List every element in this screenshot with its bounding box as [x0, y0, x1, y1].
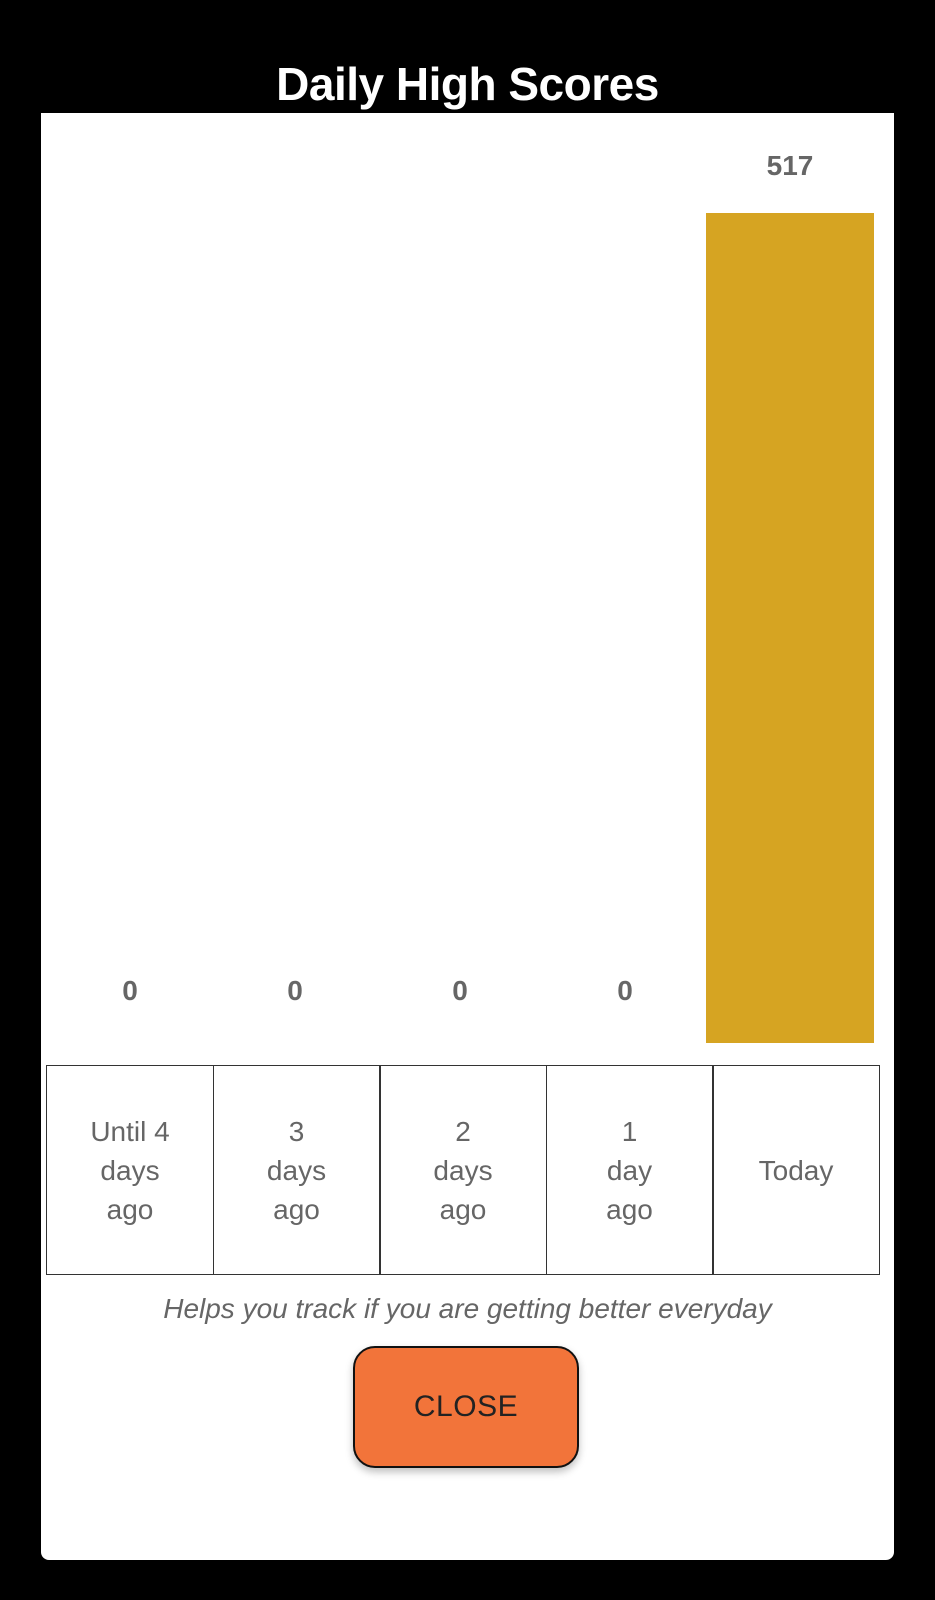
day-label-text: Until 4 days ago — [90, 1115, 170, 1225]
day-label-text: Today — [758, 1154, 834, 1186]
modal-header: Daily High Scores — [41, 44, 894, 114]
chart-column: 0 — [376, 113, 544, 1043]
day-label-cell: Until 4 days ago — [46, 1065, 214, 1275]
chart-column: 0 — [211, 113, 379, 1043]
modal-title: Daily High Scores — [276, 58, 659, 110]
score-bar — [706, 213, 874, 1043]
score-value-label: 0 — [617, 975, 633, 1006]
chart-column: 0 — [46, 113, 214, 1043]
helper-text: Helps you track if you are getting bette… — [163, 1293, 772, 1324]
close-button[interactable]: CLOSE — [353, 1346, 579, 1468]
modal-body: 0 0 0 0 517 Until 4 days ago 3 days ago 2 days… — [41, 113, 894, 1560]
chart-column: 0 — [541, 113, 709, 1043]
day-label-cell: 1 day ago — [545, 1065, 714, 1275]
day-label-text: 1 day ago — [606, 1115, 653, 1225]
score-value-label: 517 — [766, 150, 814, 181]
score-value-label: 0 — [452, 975, 468, 1006]
day-labels-row: Until 4 days ago 3 days ago 2 days ago 1 da… — [46, 1065, 886, 1275]
chart-column: 517 — [706, 113, 874, 1043]
day-label-cell: Today — [712, 1065, 880, 1275]
day-label-cell: 3 days ago — [212, 1065, 381, 1275]
day-label-text: 3 days ago — [266, 1115, 327, 1225]
score-value-label: 0 — [287, 975, 303, 1006]
day-label-text: 2 days ago — [433, 1115, 493, 1225]
score-value-label: 0 — [122, 975, 138, 1006]
day-label-cell: 2 days ago — [379, 1065, 547, 1275]
